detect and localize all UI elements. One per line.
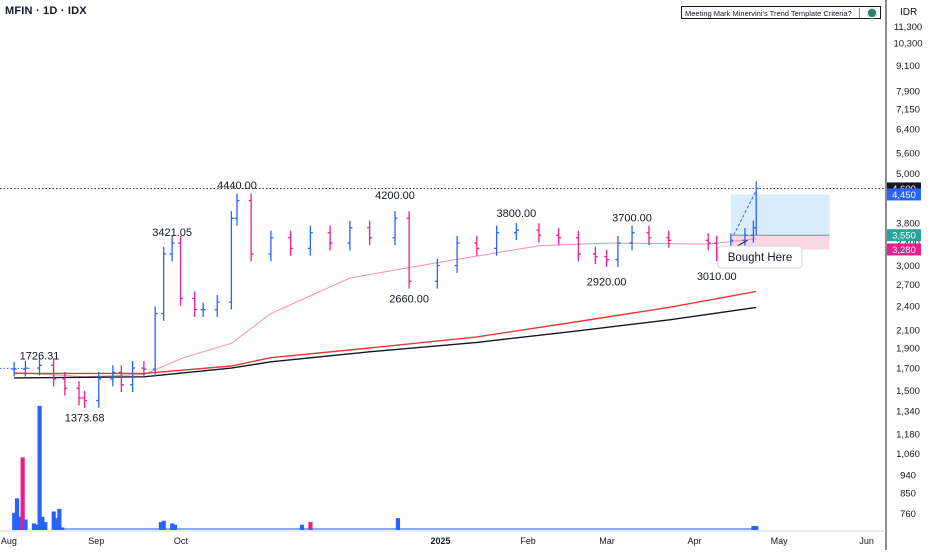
ma-line xyxy=(14,290,757,375)
status-dot-icon xyxy=(868,9,876,17)
symbol-title: MFIN · 1D · IDX xyxy=(5,5,87,17)
y-tick-label: 9,100 xyxy=(896,61,920,72)
y-tick-label: 760 xyxy=(900,509,916,520)
price-label-box xyxy=(887,229,921,242)
volume-bar xyxy=(37,405,42,530)
y-tick-label: 1,900 xyxy=(896,343,920,354)
swing-label: 1726.31 xyxy=(20,350,60,362)
y-tick-label: 5,000 xyxy=(896,169,920,180)
projection-arrow xyxy=(733,190,757,236)
x-tick-label: May xyxy=(771,536,789,546)
volume-bar xyxy=(51,511,56,530)
ma-line xyxy=(14,306,757,379)
badge-divider xyxy=(859,8,860,18)
volume-baseline-bars xyxy=(62,528,757,530)
volume-bar xyxy=(23,519,28,530)
volume-bar xyxy=(43,522,48,530)
x-tick-label: Jun xyxy=(859,536,874,546)
y-tick-label: 1,180 xyxy=(896,429,920,440)
x-tick-label: Oct xyxy=(174,536,189,546)
y-tick-label: 2,700 xyxy=(896,280,920,291)
volume-bar xyxy=(20,457,25,530)
callout-box xyxy=(717,245,803,269)
y-tick-label: 3,000 xyxy=(896,261,920,272)
volume-bar xyxy=(54,518,59,530)
volume-bar xyxy=(754,526,759,530)
volume-bar xyxy=(172,524,178,530)
y-tick-label: 3,800 xyxy=(896,218,920,229)
criteria-badge-text: Meeting Mark Minervini's Trend Template … xyxy=(685,9,852,18)
y-tick-label: 850 xyxy=(900,489,916,500)
price-label-text: 4,450 xyxy=(892,190,916,201)
volume-bar xyxy=(34,524,39,530)
y-tick-label: 7,900 xyxy=(896,86,920,97)
volume-bar xyxy=(308,522,313,530)
criteria-badge[interactable]: Meeting Mark Minervini's Trend Template … xyxy=(681,6,881,19)
y-tick-label: 1,060 xyxy=(896,449,920,460)
swing-label: 2920.00 xyxy=(587,276,627,288)
y-tick-label: 1,340 xyxy=(896,407,920,418)
price-label-box xyxy=(887,188,921,201)
ma-line xyxy=(14,238,757,378)
swing-label: 1373.68 xyxy=(65,412,105,424)
swing-label: 3800.00 xyxy=(496,208,536,220)
swing-label: 3700.00 xyxy=(612,213,652,225)
volume-bar xyxy=(57,508,62,530)
volume-bar xyxy=(12,512,17,530)
swing-label: 4440.00 xyxy=(217,180,257,192)
volume-bar xyxy=(170,523,175,530)
volume-bar xyxy=(158,522,164,530)
volume-bar xyxy=(299,524,305,530)
x-tick-label: Sep xyxy=(88,536,104,546)
x-tick-label: Aug xyxy=(1,536,17,546)
y-tick-label: 1,700 xyxy=(896,364,920,375)
y-tick-label: 5,600 xyxy=(896,148,920,159)
swing-label: 4200.00 xyxy=(375,190,415,202)
swing-label: 2660.00 xyxy=(389,293,429,305)
volume-bar xyxy=(40,516,45,530)
y-tick-label: 2,100 xyxy=(896,325,920,336)
volume-bar xyxy=(161,520,166,530)
price-label-box xyxy=(887,243,921,256)
volume-bar xyxy=(395,518,401,530)
volume-bar xyxy=(17,516,22,530)
x-tick-label: Feb xyxy=(520,536,536,546)
y-tick-label: 7,150 xyxy=(896,104,920,115)
y-tick-label: 2,400 xyxy=(896,301,920,312)
y-tick-label: 6,400 xyxy=(896,124,920,135)
y-tick-label: 10,300 xyxy=(893,39,922,50)
y-tick-label: 1,500 xyxy=(896,386,920,397)
x-tick-label: 2025 xyxy=(431,536,451,546)
target-zone xyxy=(730,194,830,236)
volume-bar xyxy=(14,498,20,530)
price-label-text: 3,280 xyxy=(892,245,916,256)
y-tick-label: 940 xyxy=(900,470,916,481)
swing-label: 3010.00 xyxy=(697,271,737,283)
y-tick-label: 11,300 xyxy=(894,22,922,33)
callout-text: Bought Here xyxy=(728,252,793,264)
swing-label: 3421.05 xyxy=(152,227,192,239)
x-tick-label: Apr xyxy=(687,536,701,546)
currency-label: IDR xyxy=(900,7,918,18)
volume-bar xyxy=(31,523,37,530)
price-label-text: 3,550 xyxy=(892,231,916,242)
x-tick-label: Mar xyxy=(599,536,615,546)
